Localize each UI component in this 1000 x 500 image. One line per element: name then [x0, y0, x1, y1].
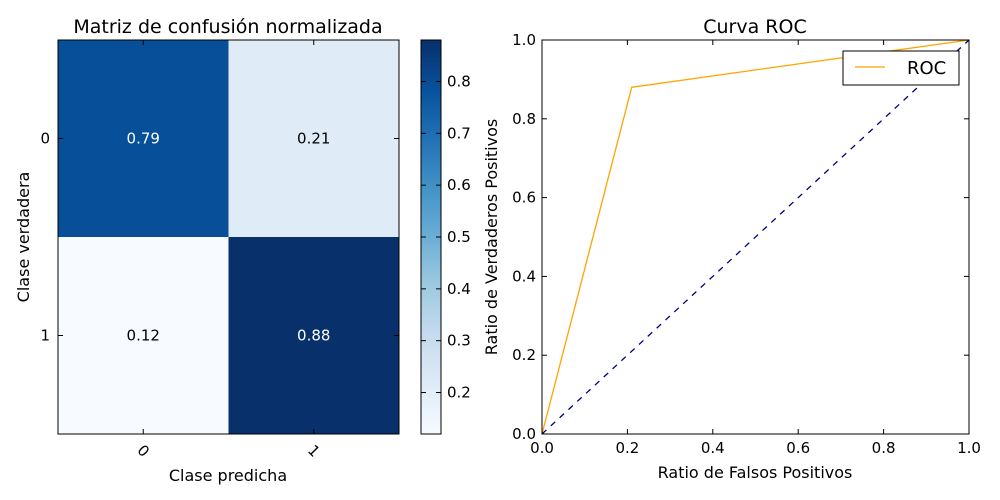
confusion-matrix-xlabel: Clase predicha [169, 466, 287, 485]
cm-cell-label-0-1: 0.21 [297, 130, 330, 148]
roc-ticks: 0.0 0.2 0.4 0.6 0.8 1.0 0.0 0.2 0.4 0.6 0.8 1.0 [512, 31, 981, 457]
colorbar-tick-label: 0.3 [447, 332, 471, 350]
cm-xtick-label: 0 [134, 441, 153, 460]
roc-ytick-label: 0.6 [512, 189, 536, 207]
cm-cell-1-1 [228, 237, 400, 435]
roc-ytick-label: 1.0 [512, 31, 536, 49]
roc-xtick-label: 0.8 [872, 439, 896, 457]
roc-ytick-label: 0.0 [512, 425, 536, 443]
cm-cell-label-1-0: 0.12 [127, 327, 160, 345]
roc-xtick-label: 0.6 [786, 439, 810, 457]
confusion-matrix-ylabel: Clase verdadera [14, 172, 33, 303]
roc-xtick-label: 0.2 [615, 439, 639, 457]
colorbar-tick-label: 0.2 [447, 384, 471, 402]
confusion-matrix-frame [57, 39, 400, 435]
roc-ytick-label: 0.4 [512, 267, 536, 285]
roc-xtick-label: 0.4 [701, 439, 725, 457]
colorbar-tick-label: 0.4 [447, 280, 471, 298]
colorbar-ticks: 0.2 0.3 0.4 0.5 0.6 0.7 0.8 [421, 72, 471, 402]
cm-cell-0-1 [228, 40, 400, 238]
colorbar-tick-label: 0.8 [447, 72, 471, 90]
roc-diagonal-line [541, 39, 970, 435]
roc-xtick-label: 1.0 [957, 439, 981, 457]
colorbar-tick-label: 0.7 [447, 124, 471, 142]
cm-cell-0-0 [58, 40, 229, 238]
colorbar-tick-label: 0.5 [447, 228, 471, 246]
roc-frame [541, 39, 970, 435]
confusion-matrix-cells: 0.79 0.21 0.12 0.88 [58, 40, 400, 435]
confusion-matrix-panel: Matriz de confusión normalizada 0.79 0.21… [14, 16, 400, 485]
colorbar: 0.2 0.3 0.4 0.5 0.6 0.7 0.8 [420, 39, 471, 435]
confusion-matrix-title: Matriz de confusión normalizada [73, 16, 382, 38]
roc-legend-label: ROC [907, 58, 946, 79]
cm-ytick-label: 0 [40, 130, 50, 148]
roc-xtick-label: 0.0 [530, 439, 554, 457]
cm-ytick-label: 1 [40, 327, 50, 345]
roc-xlabel: Ratio de Falsos Positivos [658, 463, 853, 482]
roc-title: Curva ROC [703, 16, 806, 38]
cm-xtick-label: 1 [304, 441, 323, 460]
cm-cell-label-0-0: 0.79 [127, 130, 160, 148]
roc-ytick-label: 0.8 [512, 110, 536, 128]
roc-ylabel: Ratio de Verdaderos Positivos [482, 119, 501, 355]
roc-legend: ROC [842, 50, 960, 86]
cm-cell-1-0 [58, 237, 229, 435]
colorbar-tick-label: 0.6 [447, 176, 471, 194]
roc-ytick-label: 0.2 [512, 346, 536, 364]
cm-cell-label-1-1: 0.88 [297, 327, 330, 345]
roc-legend-box [842, 50, 960, 86]
roc-panel: Curva ROC 0.0 0.2 0.4 0.6 0.8 1.0 0.0 0.2 0.4 0.6… [482, 16, 981, 482]
